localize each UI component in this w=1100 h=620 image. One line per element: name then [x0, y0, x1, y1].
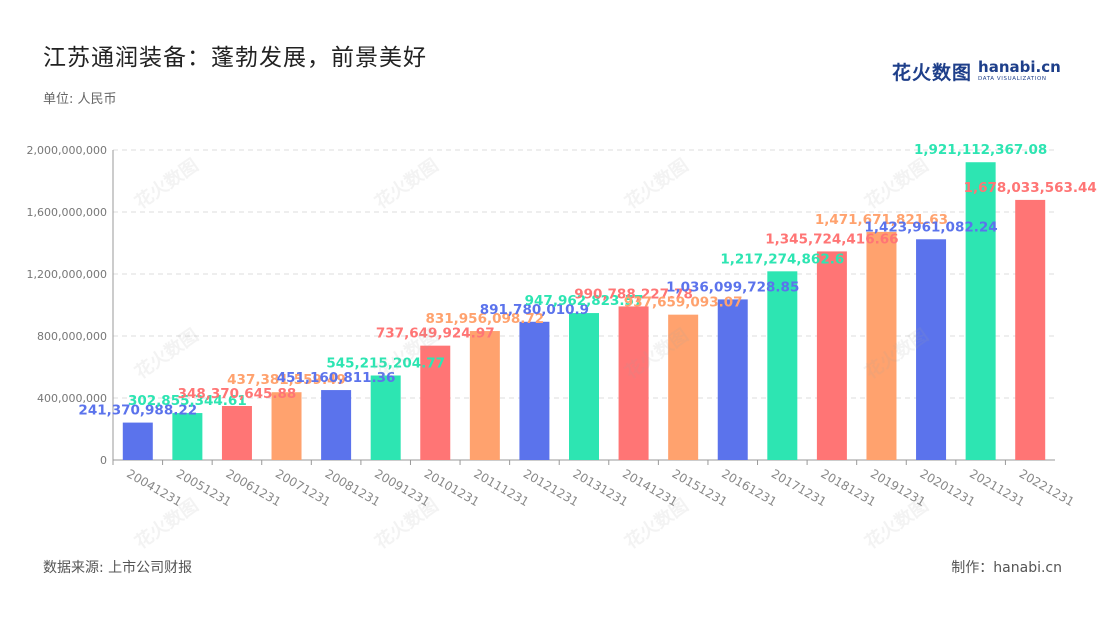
y-tick-label: 800,000,000: [37, 330, 107, 343]
data-label: 990,788,227.78: [574, 286, 693, 302]
y-tick-label: 0: [100, 454, 107, 467]
logo-text-en: hanabi.cn: [978, 58, 1061, 77]
bar: [816, 251, 847, 460]
data-source: 数据来源: 上市公司财报: [43, 560, 193, 576]
unit-label: 单位: 人民币: [43, 92, 117, 107]
bar: [271, 392, 302, 460]
data-label: 737,649,924.97: [376, 326, 495, 342]
bar: [618, 306, 649, 460]
bar: [866, 231, 897, 460]
x-tick-label: 20041231: [124, 466, 184, 509]
data-label: 451,160,811.36: [277, 370, 396, 386]
x-tick-label: 20111231: [471, 466, 531, 509]
data-label: 302,855,344.61: [128, 393, 247, 409]
y-tick-label: 2,000,000,000: [27, 144, 107, 157]
x-tick-label: 20161231: [719, 466, 779, 509]
x-tick-label: 20071231: [273, 466, 333, 509]
x-tick-label: 20201231: [918, 466, 978, 509]
brand-logo: 花火数图 hanabi.cn DATA VISUALIZATION: [892, 58, 1061, 85]
logo-en-block: hanabi.cn DATA VISUALIZATION: [978, 60, 1061, 83]
data-label: 1,423,961,082.24: [864, 219, 997, 235]
x-tick-label: 20141231: [620, 466, 680, 509]
x-tick-label: 20051231: [174, 466, 234, 509]
bar: [965, 162, 996, 460]
data-label: 891,780,010.9: [480, 302, 589, 318]
x-tick-label: 20181231: [818, 466, 878, 509]
x-tick-label: 20151231: [670, 466, 730, 509]
maker-credit: 制作：hanabi.cn: [951, 560, 1062, 576]
x-tick-label: 20091231: [372, 466, 432, 509]
data-label: 1,036,099,728.85: [666, 279, 799, 295]
x-tick-label: 20221231: [1017, 466, 1077, 509]
bar: [172, 413, 203, 460]
x-tick-label: 20191231: [868, 466, 928, 509]
data-label: 348,370,645.88: [178, 386, 297, 402]
data-label: 1,217,274,862.6: [720, 251, 844, 267]
data-label: 937,659,093.07: [624, 295, 743, 311]
bar: [321, 390, 352, 460]
bar: [668, 314, 699, 460]
bar: [569, 313, 599, 460]
bar: [469, 331, 500, 460]
chart-title: 江苏通润装备：蓬勃发展，前景美好: [43, 45, 427, 71]
y-tick-label: 1,200,000,000: [27, 268, 107, 281]
bar: [122, 422, 153, 460]
y-tick-label: 1,600,000,000: [27, 206, 107, 219]
x-tick-label: 20131231: [571, 466, 631, 509]
x-tick-label: 20081231: [323, 466, 383, 509]
data-label: 545,215,204.77: [326, 355, 445, 371]
x-tick-label: 20101231: [422, 466, 482, 509]
bar: [519, 321, 550, 460]
data-label: 241,370,988.22: [78, 403, 197, 419]
logo-subtitle: DATA VISUALIZATION: [978, 76, 1047, 83]
data-label: 1,471,671,821.63: [815, 212, 948, 228]
bar: [420, 345, 451, 460]
bar: [221, 406, 252, 460]
x-tick-label: 20171231: [769, 466, 829, 509]
logo-text-cn: 花火数图: [892, 62, 973, 84]
bar: [916, 239, 947, 460]
bar: [717, 299, 748, 460]
bar: [767, 271, 798, 460]
bar: [1015, 199, 1046, 461]
y-tick-label: 400,000,000: [37, 392, 107, 405]
data-label: 1,678,033,563.44: [964, 180, 1097, 196]
data-label: 947,962,823.57: [525, 293, 644, 309]
data-label: 437,381,559.49: [227, 372, 346, 388]
x-tick-label: 20061231: [223, 466, 283, 509]
data-label: 831,956,098.72: [425, 311, 544, 327]
x-tick-label: 20211231: [967, 466, 1027, 509]
x-tick-label: 20121231: [521, 466, 581, 509]
bar: [370, 375, 401, 460]
data-label: 1,345,724,416.66: [765, 231, 898, 247]
data-label: 1,921,112,367.08: [914, 142, 1047, 158]
